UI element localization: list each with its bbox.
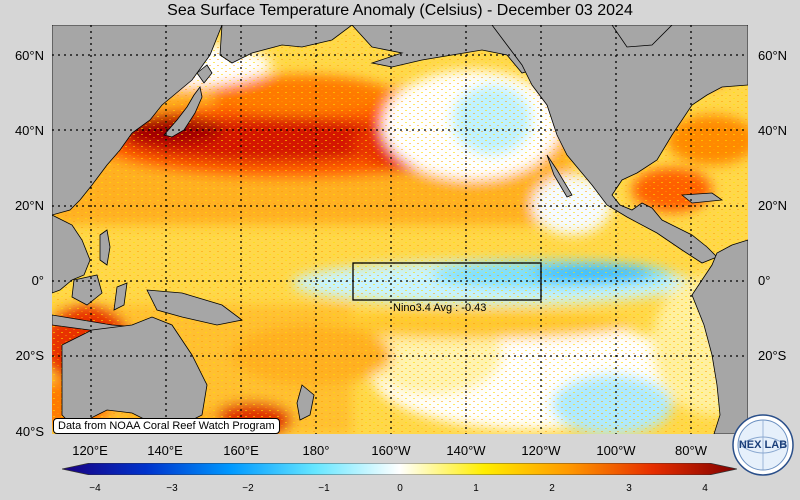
lat-label-right: 60°N	[758, 48, 788, 63]
nino34-label: Nino3.4 Avg : -0.43	[393, 302, 486, 314]
lon-label: 140°E	[147, 443, 183, 458]
data-credit: Data from NOAA Coral Reef Watch Program	[53, 418, 280, 434]
colorbar-tick: −2	[242, 483, 254, 494]
colorbar-tick: −4	[89, 483, 101, 494]
lat-label-right: 20°S	[758, 348, 787, 363]
lat-label-left: 20°S	[15, 348, 44, 363]
lat-label-right: 40°N	[758, 123, 788, 138]
nino34-box	[352, 262, 542, 301]
lon-label: 160°W	[371, 443, 411, 458]
colorbar-tick: 0	[397, 483, 403, 494]
colorbar	[62, 463, 737, 475]
lon-label: 120°W	[521, 443, 561, 458]
land	[52, 25, 748, 434]
lat-label-right: 20°N	[758, 198, 788, 213]
lon-label: 120°E	[72, 443, 108, 458]
lat-label-left: 60°N	[14, 48, 44, 63]
graticule	[52, 25, 748, 434]
colorbar-tick: −1	[318, 483, 330, 494]
nexlab-logo: NEX LAB	[732, 414, 794, 476]
lon-label: 100°W	[596, 443, 636, 458]
lat-label-right: 0°	[758, 273, 771, 288]
colorbar-tick: 2	[549, 483, 555, 494]
lon-label: 160°E	[223, 443, 259, 458]
colorbar-tick: 4	[702, 483, 708, 494]
lon-label: 180°	[302, 443, 330, 458]
lat-label-left: 0°	[31, 273, 44, 288]
colorbar-tick: 3	[626, 483, 632, 494]
lat-label-left: 40°S	[15, 424, 44, 439]
lon-label: 140°W	[446, 443, 486, 458]
colorbar-tick: −3	[166, 483, 178, 494]
colorbar-tick: 1	[473, 483, 479, 494]
sst-anomaly-map: Nino3.4 Avg : -0.43	[52, 25, 748, 434]
lon-label: 80°W	[675, 443, 707, 458]
map-title: Sea Surface Temperature Anomaly (Celsius…	[167, 2, 633, 19]
lat-label-left: 20°N	[14, 198, 44, 213]
logo-text: NEX LAB	[739, 439, 787, 451]
lat-label-left: 40°N	[14, 123, 44, 138]
